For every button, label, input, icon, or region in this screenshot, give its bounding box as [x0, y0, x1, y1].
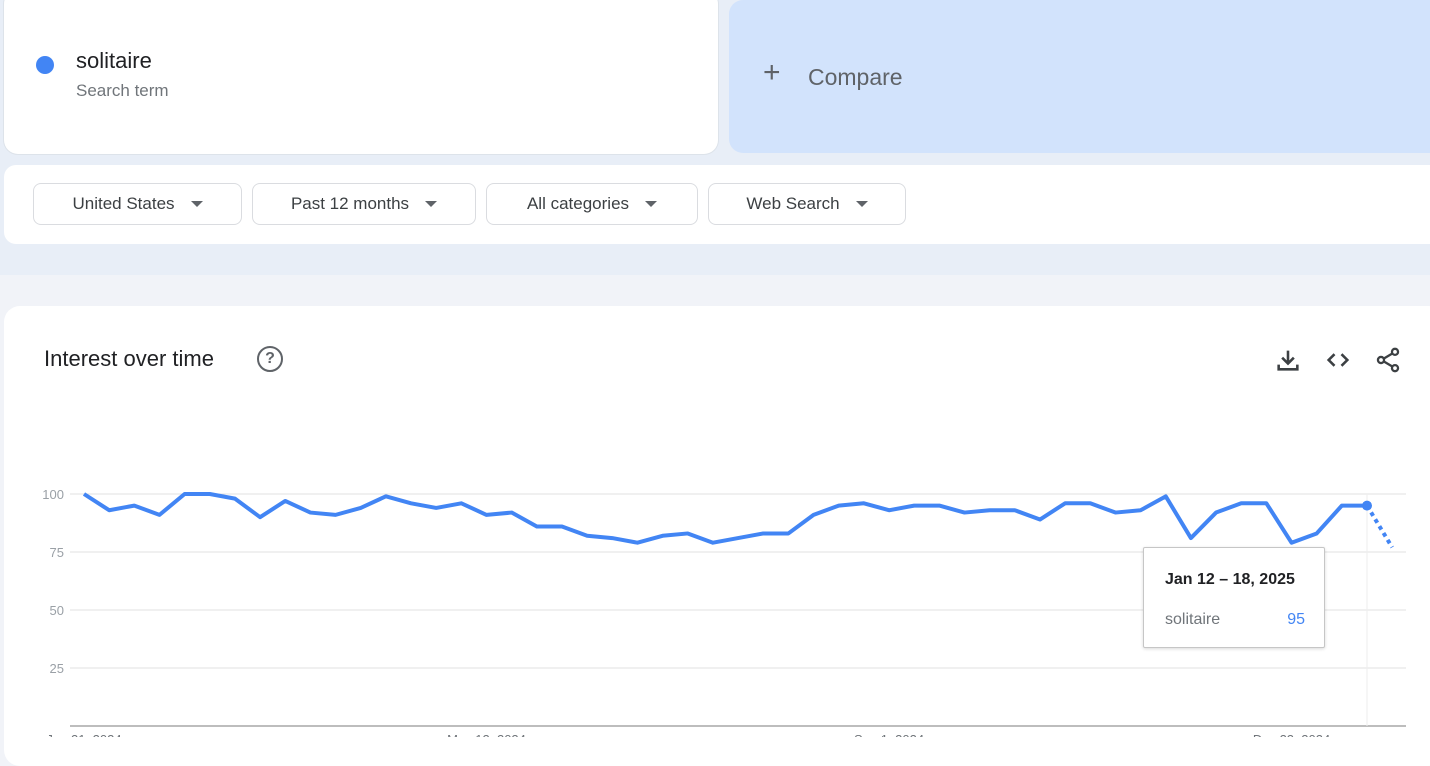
x-tick-label: Sep 1, 2024 [854, 732, 924, 737]
y-tick-label: 75 [50, 545, 64, 560]
y-tick-label: 50 [50, 603, 64, 618]
chart-tooltip: Jan 12 – 18, 2025 solitaire 95 [1143, 547, 1325, 648]
series-line-solitaire [84, 494, 1367, 543]
x-tick-label: Dec 22, 2024 [1253, 732, 1330, 737]
y-tick-label: 100 [42, 487, 64, 502]
x-tick-label: Jan 21, 2024 [46, 732, 121, 737]
partial-data-line [1367, 506, 1392, 548]
highlighted-point [1362, 501, 1372, 511]
tooltip-value: 95 [1287, 611, 1305, 629]
tooltip-term: solitaire [1165, 611, 1220, 629]
tooltip-date: Jan 12 – 18, 2025 [1165, 571, 1295, 589]
y-tick-label: 25 [50, 661, 64, 676]
x-tick-label: May 12, 2024 [447, 732, 526, 737]
